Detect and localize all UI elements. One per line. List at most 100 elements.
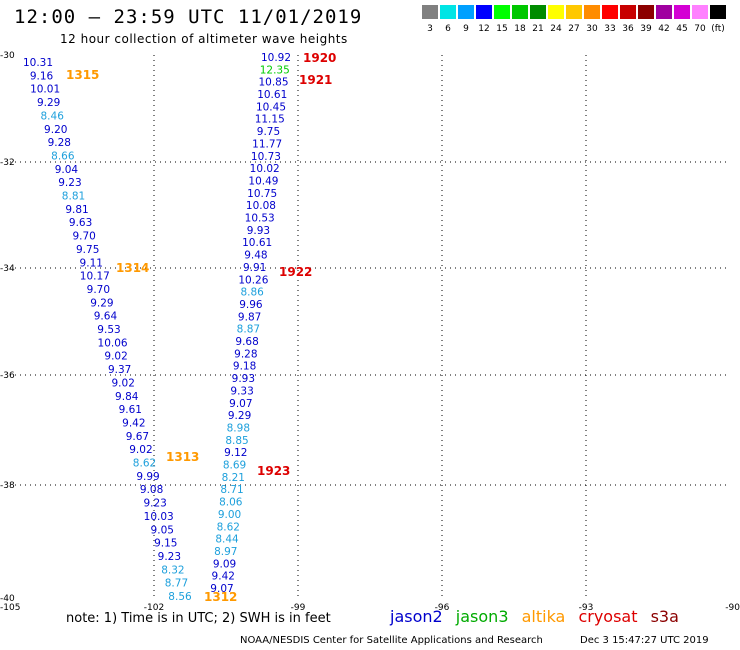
track-time-label: 1922 [279,265,312,279]
wave-height-value: 9.07 [229,398,252,410]
wave-height-value: 9.33 [230,385,253,397]
track-east: 10.9212.3510.8510.6110.4511.159.7511.771… [210,52,291,595]
legend-swatch [710,5,726,19]
wave-height-value: 9.29 [37,97,60,109]
wave-height-value: 8.81 [62,191,85,203]
wave-height-value: 9.29 [90,297,113,309]
legend-swatch [458,5,474,19]
wave-height-value: 9.70 [72,231,95,243]
lon-tick-label: -93 [579,603,594,613]
wave-height-value: 9.20 [44,124,67,136]
lat-tick-label: -32 [0,158,15,168]
wave-height-value: 9.75 [257,126,280,138]
legend-swatch [584,5,600,19]
wave-height-value: 10.85 [258,77,288,89]
footer-note: note: 1) Time is in UTC; 2) SWH is in fe… [66,611,331,626]
track-west: 10.319.1610.019.298.469.209.288.669.049.… [23,57,192,603]
wave-height-value: 9.18 [233,361,256,373]
lon-tick-label: -99 [291,603,306,613]
legend-swatch [476,5,492,19]
wave-height-value: 12.35 [260,64,290,76]
legend-swatch [674,5,690,19]
wave-height-value: 10.61 [257,89,287,101]
legend-label: 33 [604,24,616,34]
wave-height-value: 9.15 [154,538,177,550]
wave-height-value: 9.04 [55,164,79,176]
legend-label: 12 [478,24,490,34]
legend-label: 6 [445,24,451,34]
wave-height-value: 9.05 [151,524,174,536]
page-subtitle: 12 hour collection of altimeter wave hei… [60,32,348,46]
wave-height-value: 9.09 [213,558,236,570]
wave-height-value: 9.96 [239,299,263,311]
wave-height-value: 9.11 [80,257,103,269]
axis-tick-labels: -30 -32 -34 -36 -38 -40-105 -102 -99 -96 -93 -90 [0,51,740,613]
wave-height-value: 9.37 [108,364,131,376]
wave-height-value: 10.53 [245,213,275,225]
wave-height-value: 10.73 [251,151,281,163]
lon-tick-label: -105 [0,603,20,613]
wave-height-value: 9.28 [234,348,257,360]
wave-height-value: 9.42 [212,571,235,583]
wave-height-value: 9.53 [97,324,120,336]
wave-height-value: 8.62 [217,521,240,533]
wave-height-value: 10.02 [250,163,280,175]
wave-height-value: 10.45 [256,101,286,113]
credit-line: NOAA/NESDIS Center for Satellite Applica… [240,635,543,646]
wave-height-value: 9.87 [238,311,261,323]
lat-tick-label: -30 [0,51,15,61]
legend-swatch [638,5,654,19]
track-time-label: 1923 [257,464,290,478]
wave-height-value: 9.28 [48,137,71,149]
wave-height-value: 9.67 [126,431,149,443]
wave-height-value: 8.85 [225,435,248,447]
wave-height-value: 9.64 [94,311,118,323]
lat-tick-label: -36 [0,371,15,381]
lon-tick-label: -90 [725,603,740,613]
wave-height-value: 10.26 [238,274,268,286]
legend-label: 45 [676,24,688,34]
wave-height-value: 9.70 [87,284,110,296]
legend-label: 9 [463,24,469,34]
wave-height-value: 9.02 [112,377,135,389]
wave-height-value: 9.02 [129,444,152,456]
wave-height-value: 8.46 [41,110,65,122]
wave-height-value: 9.75 [76,244,99,256]
wave-height-value: 9.12 [224,447,247,459]
wave-height-value: 10.75 [247,188,277,200]
legend-label: 36 [622,24,634,34]
map-grid [10,55,730,598]
legend-swatch [566,5,582,19]
wave-height-value: 8.06 [219,497,243,509]
legend-label: 3 [427,24,433,34]
wave-height-value: 9.91 [243,262,266,274]
wave-height-value: 9.68 [235,336,258,348]
wave-height-value: 8.21 [222,472,245,484]
wave-height-value: 10.31 [23,57,53,69]
legend-label: 70 [694,24,706,34]
wave-height-value: 9.00 [218,509,241,521]
wave-height-value: 11.77 [252,138,282,150]
wave-height-value: 10.61 [242,237,272,249]
legend-swatch [530,5,546,19]
legend-swatch [692,5,708,19]
wave-height-value: 9.93 [247,225,270,237]
wave-height-value: 8.62 [133,458,156,470]
wave-height-value: 8.71 [220,484,243,496]
lat-tick-label: -40 [0,594,15,604]
satellite-jason2: jason2 [390,607,443,626]
track-time-label: 1313 [166,450,199,464]
legend-label: 39 [640,24,652,34]
wave-height-value: 10.17 [80,271,110,283]
wave-height-value: 9.29 [228,410,251,422]
legend-swatch [494,5,510,19]
satellite-jason3: jason3 [455,607,509,626]
wave-height-value: 9.07 [210,583,233,595]
wave-height-value: 8.98 [227,422,250,434]
wave-height-value: 9.23 [58,177,81,189]
timestamp: Dec 3 15:47:27 UTC 2019 [580,635,709,646]
legend-label: 15 [496,24,508,34]
wave-height-value: 9.23 [143,498,166,510]
track-time-label: 1312 [204,590,237,604]
wave-height-value: 9.84 [115,391,139,403]
